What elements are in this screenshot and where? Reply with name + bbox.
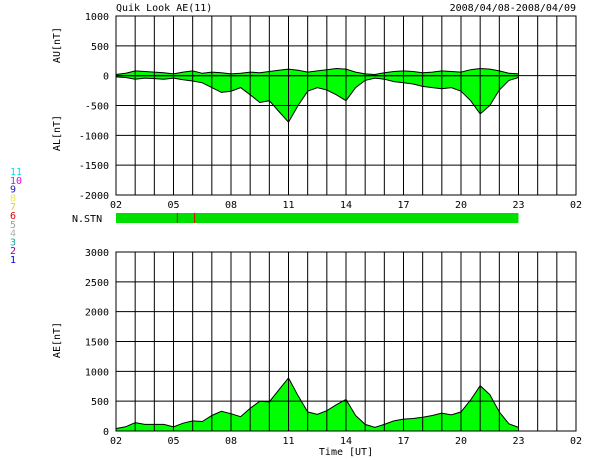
y-tick-label: 0	[103, 72, 109, 83]
x-tick-label: 08	[225, 436, 237, 447]
y-tick-label: -2000	[79, 191, 109, 202]
y-tick-label: -1000	[79, 131, 109, 142]
legend-item: 4	[10, 229, 16, 240]
series-1-area	[115, 75, 519, 124]
x-tick-label: 17	[397, 436, 409, 447]
x-tick-label: 05	[167, 200, 179, 211]
y-tick-label: 2000	[85, 308, 109, 319]
x-tick-label: 02	[110, 436, 122, 447]
x-tick-label: 17	[397, 200, 409, 211]
y-tick-label: 2500	[85, 278, 109, 289]
y-tick-label: 1000	[85, 12, 109, 23]
legend-item: 2	[10, 246, 16, 257]
date-range: 2008/04/08-2008/04/09	[450, 3, 576, 14]
x-tick-label: 11	[282, 200, 294, 211]
x-axis-label: Time [UT]	[319, 447, 373, 458]
x-tick-label: 23	[512, 436, 524, 447]
plot-frame	[115, 251, 577, 432]
legend-item: 1	[10, 255, 16, 266]
y-tick-label: 500	[91, 397, 109, 408]
legend-item: 5	[10, 220, 16, 231]
chart-title: Quik Look AE(11)	[116, 3, 212, 14]
x-tick-label: 14	[340, 436, 352, 447]
y-tick-label: -1500	[79, 161, 109, 172]
station-bar	[116, 213, 519, 223]
station-count-bar	[116, 213, 519, 223]
x-tick-label: 02	[570, 436, 582, 447]
x-tick-label: 08	[225, 200, 237, 211]
x-tick-label: 20	[455, 436, 467, 447]
ae-axis-label: AE[nT]	[52, 322, 63, 358]
nstn-label: N.STN	[72, 214, 102, 225]
legend-item: 3	[10, 237, 16, 248]
series-0-area	[115, 67, 519, 77]
x-tick-label: 02	[110, 200, 122, 211]
y-tick-label: 500	[91, 42, 109, 53]
y-tick-label: 3000	[85, 248, 109, 259]
x-tick-label: 23	[512, 200, 524, 211]
au-axis-label: AU[nT]	[52, 27, 63, 63]
x-tick-label: 20	[455, 200, 467, 211]
legend-item: 7	[10, 202, 16, 213]
y-tick-label: 1500	[85, 338, 109, 349]
legend-item: 6	[10, 211, 16, 222]
legend-item: 9	[10, 185, 16, 196]
x-tick-label: 14	[340, 200, 352, 211]
legend-item: 11	[10, 167, 22, 178]
series-0-area	[115, 376, 519, 432]
al-axis-label: AL[nT]	[52, 115, 63, 151]
plot-frame	[115, 15, 577, 196]
legend-item: 8	[10, 193, 16, 204]
legend-item: 10	[10, 176, 22, 187]
y-tick-label: 0	[103, 427, 109, 438]
y-tick-label: 1000	[85, 367, 109, 378]
x-tick-label: 11	[282, 436, 294, 447]
x-tick-label: 05	[167, 436, 179, 447]
y-tick-label: -500	[85, 102, 109, 113]
x-tick-label: 02	[570, 200, 582, 211]
